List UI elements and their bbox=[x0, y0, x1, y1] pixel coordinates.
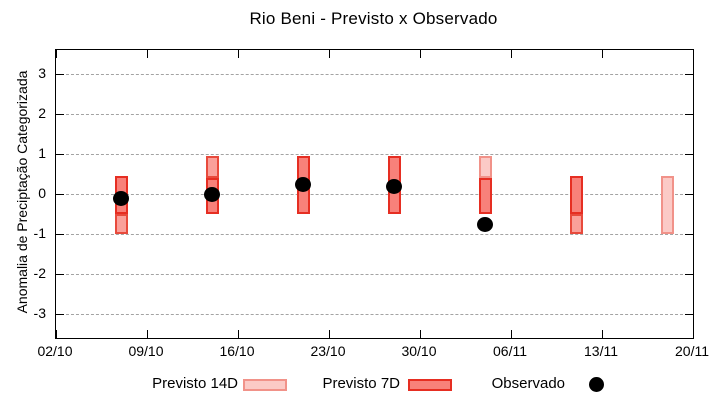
y-tick-mark bbox=[685, 153, 693, 155]
y-tick-mark bbox=[685, 193, 693, 195]
observed-dot bbox=[113, 190, 129, 206]
forecast-bar-segment-mid bbox=[114, 214, 128, 234]
legend-label-previsto-7d: Previsto 7D bbox=[322, 375, 400, 392]
x-tick-label: 02/10 bbox=[37, 343, 73, 359]
x-tick-mark bbox=[601, 50, 603, 58]
y-tick-mark bbox=[685, 233, 693, 235]
y-tick-mark bbox=[56, 313, 64, 315]
x-tick-label: 13/11 bbox=[584, 343, 618, 359]
x-tick-mark bbox=[328, 50, 330, 58]
gridline bbox=[56, 113, 693, 115]
y-tick-label: -3 bbox=[33, 305, 46, 321]
gridline bbox=[56, 193, 693, 195]
x-tick-label: 09/10 bbox=[128, 343, 164, 359]
y-tick-label: -1 bbox=[33, 225, 46, 241]
x-tick-mark bbox=[601, 330, 603, 338]
gridline bbox=[56, 153, 693, 155]
gridline bbox=[56, 233, 693, 235]
forecast-bar-segment-mid bbox=[205, 156, 219, 178]
x-tick-mark bbox=[55, 330, 57, 338]
x-tick-mark bbox=[510, 50, 512, 58]
legend-label-previsto-14d: Previsto 14D bbox=[152, 375, 238, 392]
x-tick-label: 20/11 bbox=[675, 343, 709, 359]
x-tick-mark bbox=[55, 50, 57, 58]
x-tick-mark bbox=[692, 50, 694, 58]
legend-dot-icon bbox=[589, 377, 604, 392]
x-tick-label: 16/10 bbox=[219, 343, 255, 359]
y-tick-mark bbox=[56, 153, 64, 155]
y-tick-mark bbox=[56, 73, 64, 75]
legend-label-observado: Observado bbox=[491, 375, 565, 392]
gridline bbox=[56, 313, 693, 315]
x-tick-mark bbox=[419, 50, 421, 58]
observed-dot bbox=[386, 178, 402, 194]
chart-title: Rio Beni - Previsto x Observado bbox=[249, 9, 498, 28]
forecast-bar-segment-dark bbox=[569, 176, 583, 214]
y-tick-mark bbox=[685, 273, 693, 275]
x-tick-mark bbox=[237, 330, 239, 338]
legend-swatch-14d bbox=[243, 379, 287, 391]
y-tick-mark bbox=[685, 113, 693, 115]
y-tick-mark bbox=[56, 273, 64, 275]
y-tick-mark bbox=[685, 313, 693, 315]
forecast-bar-segment-dark bbox=[478, 178, 492, 214]
y-tick-label: 0 bbox=[38, 185, 46, 201]
observed-dot bbox=[204, 186, 220, 202]
gridline bbox=[56, 273, 693, 275]
x-tick-mark bbox=[692, 330, 694, 338]
y-tick-mark bbox=[56, 113, 64, 115]
x-tick-mark bbox=[328, 330, 330, 338]
y-tick-label: 3 bbox=[38, 65, 46, 81]
y-tick-label: 2 bbox=[38, 105, 46, 121]
forecast-bar-segment-light bbox=[660, 176, 674, 234]
y-tick-label: -2 bbox=[33, 265, 46, 281]
x-tick-label: 23/10 bbox=[310, 343, 346, 359]
x-tick-label: 30/10 bbox=[401, 343, 437, 359]
forecast-bar-segment-light bbox=[478, 156, 492, 178]
x-tick-mark bbox=[237, 50, 239, 58]
x-tick-mark bbox=[146, 330, 148, 338]
y-tick-label: 1 bbox=[38, 145, 46, 161]
y-tick-mark bbox=[685, 73, 693, 75]
observed-dot bbox=[295, 176, 311, 192]
x-tick-mark bbox=[510, 330, 512, 338]
x-tick-mark bbox=[419, 330, 421, 338]
observed-dot bbox=[477, 216, 493, 232]
y-tick-mark bbox=[56, 233, 64, 235]
legend-swatch-7d bbox=[408, 379, 452, 391]
x-tick-mark bbox=[146, 50, 148, 58]
x-tick-label: 06/11 bbox=[493, 343, 527, 359]
forecast-bar-segment-mid bbox=[569, 214, 583, 234]
gridline bbox=[56, 73, 693, 75]
plot-area bbox=[55, 49, 694, 339]
y-tick-mark bbox=[56, 193, 64, 195]
